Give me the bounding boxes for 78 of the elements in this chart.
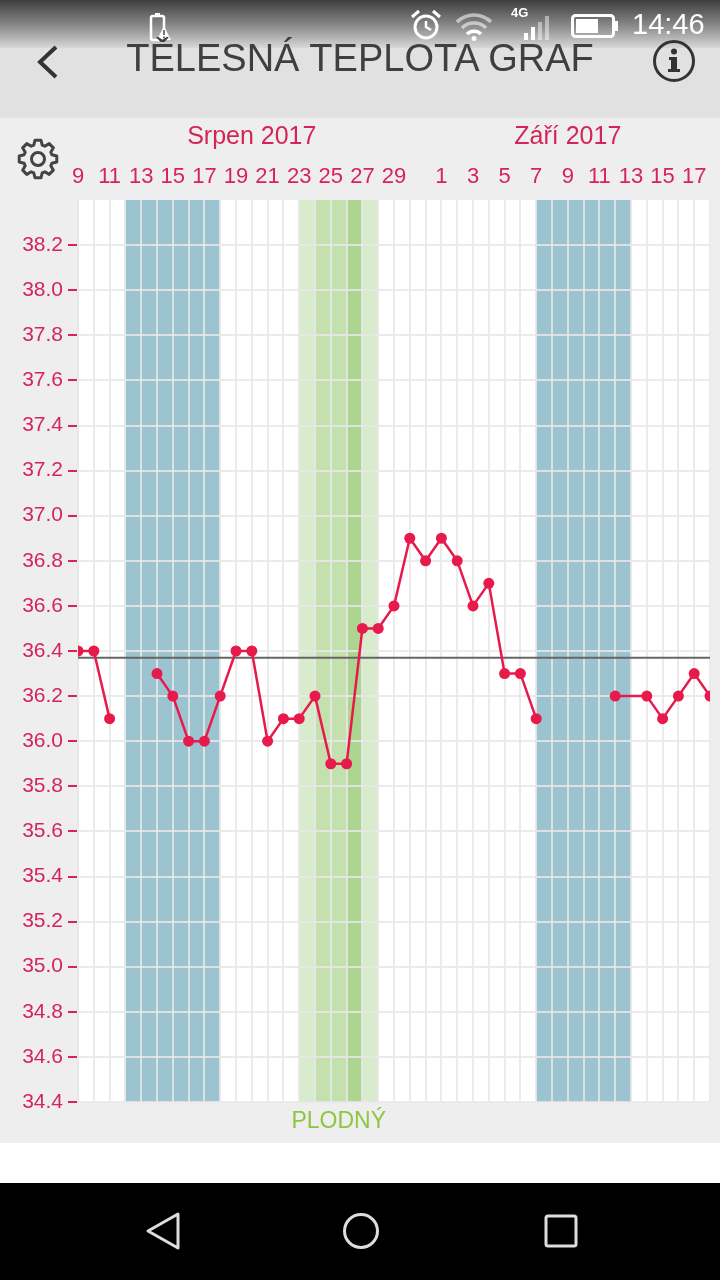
y-tick-label: 37.6: [22, 367, 63, 391]
point: [151, 668, 163, 680]
y-tick-label: 35.2: [22, 908, 63, 932]
point: [88, 645, 100, 657]
x-tick-label: 21: [255, 162, 280, 188]
x-tick-label: 15: [650, 162, 675, 188]
point: [688, 668, 700, 680]
y-tick-label: 34.4: [22, 1088, 64, 1112]
point: [325, 758, 337, 770]
y-tick-label: 37.8: [22, 322, 63, 346]
point: [246, 645, 258, 657]
x-tick-label: 17: [192, 162, 217, 188]
x-tick-label: 17: [681, 162, 707, 188]
x-tick-label: 13: [128, 162, 154, 188]
y-tick-label: 35.6: [22, 818, 63, 842]
point: [404, 532, 416, 544]
text: 4G: [511, 5, 529, 20]
point: [262, 735, 274, 747]
point: [293, 713, 305, 725]
x-tick-label: 1: [435, 162, 448, 188]
x-tick-label: 11: [587, 162, 611, 188]
point: [672, 690, 684, 702]
x-tick-label: 13: [618, 162, 644, 188]
chart-title: TĚLESNÁ TEPLOTA GRAF: [125, 36, 595, 81]
x-tick-label: 27: [350, 162, 375, 188]
x-tick-label: 29: [381, 162, 407, 188]
y-tick-label: 34.6: [22, 1043, 63, 1067]
band-label: PLODNÝ: [291, 1107, 386, 1134]
point: [356, 622, 368, 634]
y-tick-label: 34.8: [22, 998, 63, 1022]
point: [609, 690, 621, 702]
y-tick-label: 36.2: [22, 682, 63, 706]
x-tick-label: 9: [561, 162, 574, 188]
point: [341, 758, 353, 770]
y-tick-label: 37.4: [22, 412, 64, 436]
x-tick-label: 25: [318, 162, 344, 188]
y-tick-label: 35.8: [22, 773, 63, 797]
point: [183, 735, 195, 747]
y-tick-label: 38.2: [22, 231, 63, 255]
point: [388, 600, 400, 612]
point: [230, 645, 242, 657]
point: [420, 555, 432, 567]
point: [277, 713, 289, 725]
point: [167, 690, 179, 702]
x-tick-label: 7: [530, 162, 543, 188]
x-tick-label: 5: [498, 162, 511, 188]
y-tick-label: 36.6: [22, 592, 63, 616]
point: [214, 690, 226, 702]
y-tick-label: 38.0: [22, 277, 63, 300]
y-tick-label: 36.4: [22, 637, 64, 661]
x-tick-label: 19: [223, 162, 249, 188]
x-tick-label: 23: [286, 162, 312, 188]
point: [467, 600, 479, 612]
x-tick-label: 9: [71, 162, 85, 188]
point: [198, 735, 210, 747]
y-tick-label: 35.4: [22, 863, 64, 887]
point: [499, 668, 511, 680]
x-tick-label: 11: [98, 162, 122, 188]
y-tick-label: 37.2: [22, 457, 63, 481]
x-tick-label: 15: [160, 162, 186, 188]
point: [483, 577, 495, 589]
x2-tick-label: Srpen 2017: [187, 120, 317, 149]
x2-tick-label: Září 2017: [514, 120, 622, 149]
y-tick-label: 36.8: [22, 547, 63, 571]
point: [435, 532, 447, 544]
point: [451, 555, 463, 567]
y-tick-label: 35.0: [22, 953, 63, 977]
point: [657, 713, 669, 725]
point: [530, 713, 542, 725]
x-tick-label: 3: [466, 162, 480, 188]
text: 14:46: [632, 8, 705, 40]
point: [372, 622, 384, 634]
point: [641, 690, 653, 702]
y-tick-label: 36.0: [22, 728, 63, 751]
point: [104, 713, 116, 725]
point: [514, 668, 526, 680]
point: [309, 690, 321, 702]
y-tick-label: 37.0: [22, 502, 63, 526]
